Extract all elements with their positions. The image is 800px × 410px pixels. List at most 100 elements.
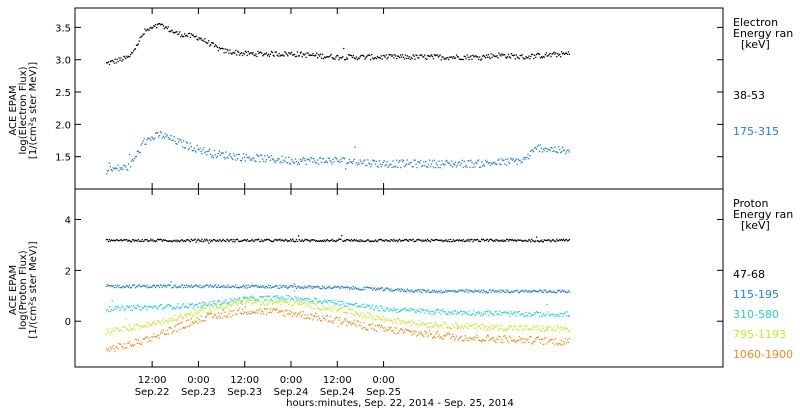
data-point bbox=[220, 303, 222, 305]
data-point bbox=[128, 55, 130, 57]
data-point bbox=[111, 285, 113, 287]
data-point bbox=[407, 240, 409, 242]
data-point bbox=[345, 240, 347, 242]
data-point bbox=[135, 323, 138, 325]
data-point bbox=[287, 55, 289, 57]
data-point bbox=[422, 56, 424, 58]
data-point bbox=[136, 150, 138, 152]
data-point bbox=[196, 144, 198, 147]
data-point bbox=[304, 238, 306, 240]
data-point bbox=[238, 153, 240, 156]
data-point bbox=[439, 337, 441, 339]
data-point bbox=[224, 285, 226, 287]
data-point bbox=[238, 302, 240, 304]
data-point bbox=[491, 337, 493, 339]
data-point bbox=[495, 163, 497, 165]
data-point bbox=[392, 322, 394, 324]
data-point bbox=[404, 239, 407, 241]
data-point bbox=[406, 239, 408, 242]
data-point bbox=[248, 53, 250, 55]
data-point bbox=[442, 308, 444, 311]
data-point bbox=[366, 164, 368, 167]
data-point bbox=[242, 313, 245, 315]
data-point bbox=[500, 239, 502, 241]
data-point bbox=[465, 323, 467, 325]
data-point bbox=[483, 290, 486, 292]
data-point bbox=[505, 337, 507, 339]
legend-entry: 795-1193 bbox=[733, 328, 786, 341]
data-point bbox=[198, 312, 200, 314]
data-point bbox=[490, 291, 492, 293]
data-point bbox=[367, 329, 369, 331]
data-point bbox=[480, 327, 482, 329]
data-point bbox=[368, 54, 370, 56]
data-point bbox=[411, 166, 413, 168]
data-point bbox=[262, 240, 264, 242]
data-point bbox=[484, 239, 487, 242]
data-point bbox=[208, 286, 210, 288]
data-point bbox=[326, 307, 328, 309]
data-point bbox=[330, 287, 332, 290]
data-point bbox=[384, 288, 386, 290]
data-point bbox=[397, 288, 399, 290]
data-point bbox=[195, 35, 197, 37]
data-point bbox=[384, 310, 386, 312]
data-point bbox=[265, 161, 267, 163]
data-point bbox=[205, 41, 207, 43]
data-point bbox=[449, 241, 451, 243]
data-point bbox=[105, 333, 108, 335]
data-point bbox=[477, 326, 479, 328]
data-point bbox=[558, 327, 560, 329]
data-point bbox=[562, 239, 564, 242]
data-point bbox=[529, 155, 531, 157]
data-point bbox=[203, 40, 205, 43]
data-point bbox=[131, 328, 134, 330]
data-point bbox=[129, 340, 131, 343]
data-point bbox=[479, 325, 481, 328]
data-point bbox=[324, 240, 327, 243]
data-point bbox=[396, 288, 398, 291]
data-point bbox=[124, 310, 126, 312]
data-point bbox=[567, 149, 570, 151]
legend-entry: 47-68 bbox=[733, 268, 765, 281]
data-point bbox=[314, 55, 316, 57]
data-point bbox=[510, 291, 513, 293]
data-point bbox=[454, 240, 456, 242]
data-point bbox=[285, 52, 287, 54]
data-point bbox=[157, 306, 160, 308]
data-point bbox=[190, 284, 192, 286]
data-point bbox=[464, 325, 466, 328]
data-point bbox=[530, 329, 532, 331]
data-point bbox=[306, 297, 308, 299]
data-point bbox=[266, 154, 269, 156]
data-point bbox=[522, 240, 524, 242]
data-point bbox=[558, 240, 560, 242]
data-point bbox=[190, 33, 192, 35]
data-point bbox=[222, 302, 224, 304]
data-point bbox=[476, 311, 478, 313]
data-point bbox=[265, 301, 268, 303]
data-point bbox=[129, 305, 131, 308]
data-point bbox=[293, 313, 296, 316]
data-point bbox=[474, 289, 476, 291]
data-point bbox=[298, 239, 300, 241]
data-point bbox=[214, 303, 217, 305]
data-point bbox=[398, 239, 400, 241]
data-point bbox=[545, 313, 547, 315]
data-point bbox=[369, 163, 371, 165]
data-point bbox=[270, 287, 273, 289]
data-point bbox=[556, 151, 558, 153]
data-point bbox=[183, 317, 185, 319]
data-point bbox=[297, 55, 300, 57]
data-point bbox=[466, 54, 468, 56]
data-point bbox=[202, 307, 204, 309]
data-point bbox=[292, 304, 295, 306]
data-point bbox=[550, 339, 552, 341]
data-point bbox=[443, 58, 445, 60]
data-point bbox=[229, 239, 231, 241]
data-point bbox=[377, 287, 380, 289]
data-point bbox=[209, 239, 211, 241]
data-point bbox=[552, 238, 554, 241]
data-point bbox=[387, 240, 389, 242]
data-point bbox=[377, 239, 380, 241]
